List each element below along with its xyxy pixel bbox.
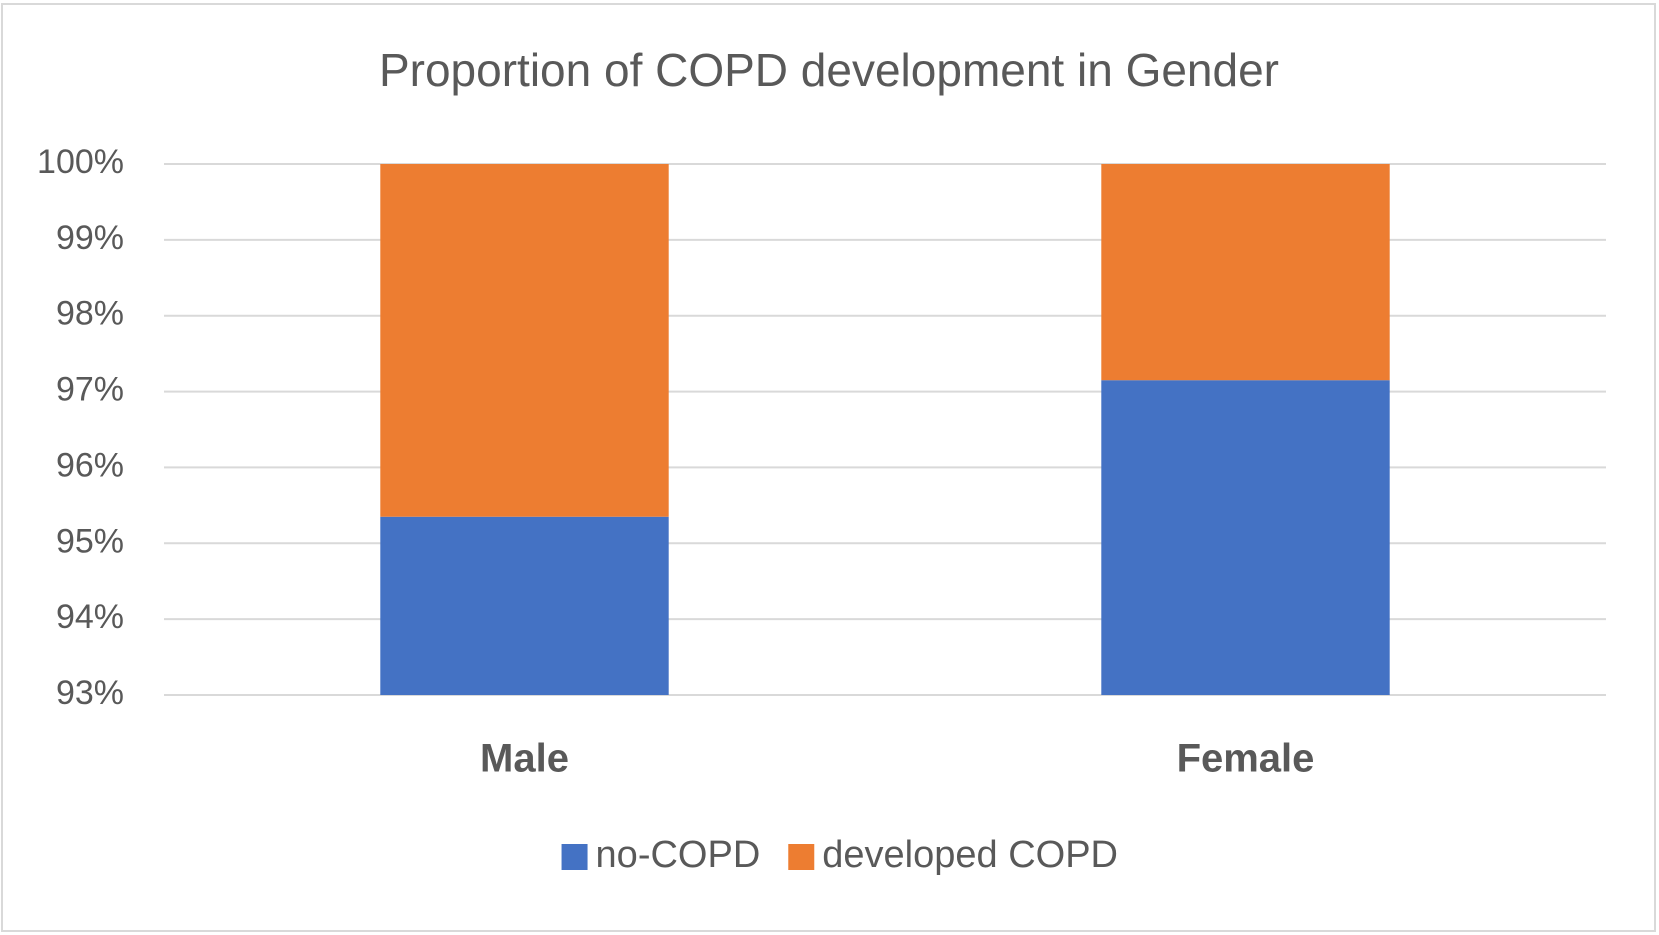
x-tick-label: Female	[1177, 737, 1315, 781]
y-tick-label: 93%	[56, 674, 124, 712]
legend-swatch	[561, 844, 588, 870]
legend-label: no-COPD	[596, 834, 761, 876]
y-tick-label: 99%	[56, 219, 124, 257]
y-tick-label: 100%	[37, 143, 124, 181]
bar-segment	[380, 164, 669, 517]
bar-segment	[1101, 380, 1390, 695]
y-tick-label: 96%	[56, 446, 124, 484]
y-tick-label: 94%	[56, 598, 124, 636]
legend-label: developed COPD	[822, 834, 1118, 876]
legend-swatch	[788, 844, 815, 870]
chart-title: Proportion of COPD development in Gender	[379, 44, 1279, 96]
bar-segment	[1101, 164, 1390, 381]
x-tick-label: Male	[480, 737, 569, 781]
y-tick-label: 97%	[56, 371, 124, 409]
y-tick-label: 98%	[56, 295, 124, 333]
bar-segment	[380, 516, 669, 695]
y-tick-label: 95%	[56, 522, 124, 560]
